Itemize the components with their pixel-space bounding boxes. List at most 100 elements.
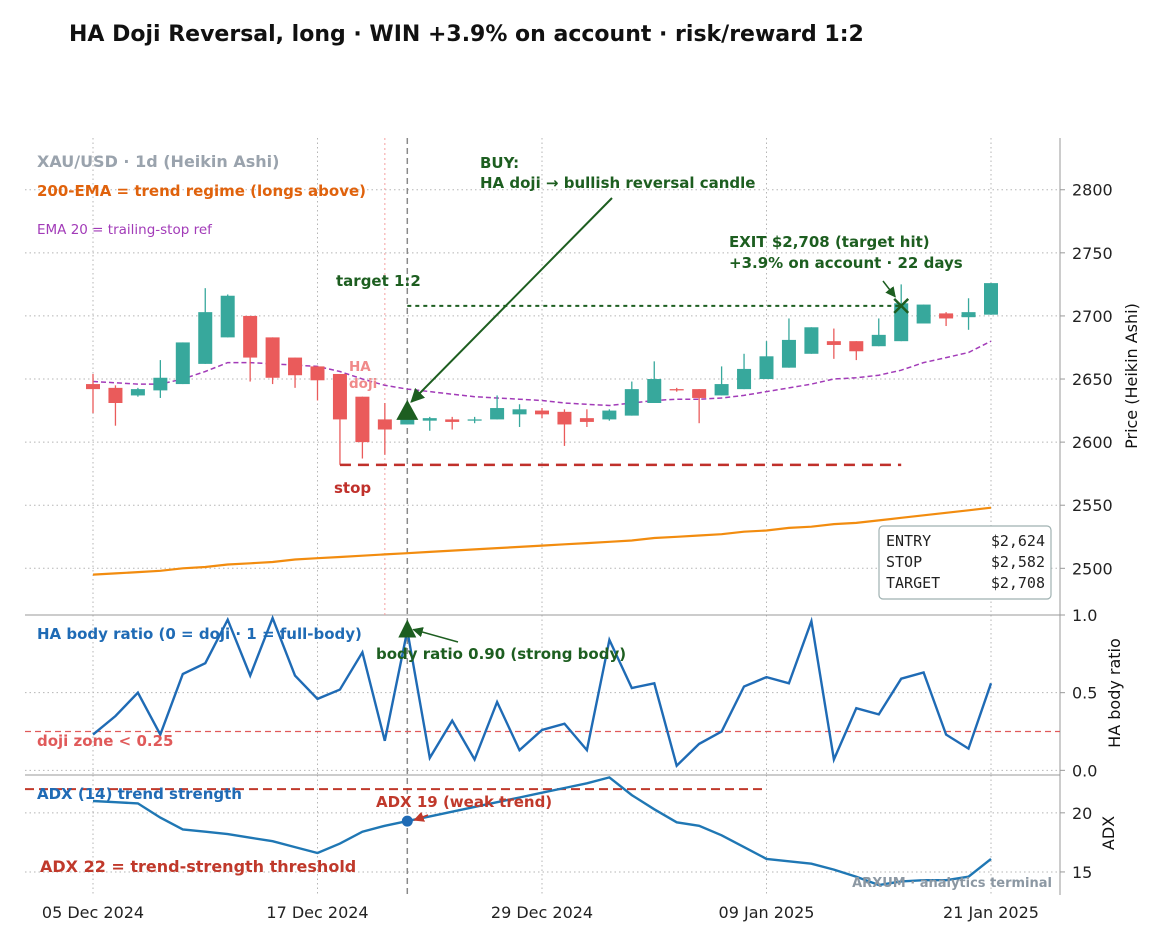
panel-title: HA body ratio (0 = doji · 1 = full-body) — [37, 625, 362, 643]
panel-label: XAU/USD · 1d (Heikin Ashi) — [37, 152, 279, 171]
candle-body — [130, 389, 145, 396]
y-axis-label: ADX — [1099, 816, 1118, 850]
y-tick-label: 15 — [1072, 863, 1092, 882]
annotation-arrow — [882, 280, 896, 298]
y-axis-label: HA body ratio — [1105, 638, 1124, 748]
x-tick-label: 09 Jan 2025 — [719, 903, 815, 922]
candle-body — [198, 312, 213, 364]
panel-title: ADX (14) trend strength — [37, 785, 242, 803]
annotation: doji — [349, 376, 377, 392]
y-tick-label: 0.0 — [1072, 761, 1097, 780]
annotation: body ratio 0.90 (strong body) — [376, 645, 626, 663]
candle-body — [422, 418, 437, 421]
candle-body — [153, 377, 168, 391]
y-tick-label: 2650 — [1072, 370, 1113, 389]
level-name: ENTRY — [886, 532, 931, 550]
candle-body — [400, 418, 415, 425]
annotation: +3.9% on account · 22 days — [729, 254, 963, 272]
annotation: target 1:2 — [336, 272, 421, 290]
candle-body — [108, 387, 123, 403]
candle-body — [602, 410, 617, 420]
level-name: TARGET — [886, 574, 940, 592]
signal-marker — [398, 619, 417, 638]
candle-body — [332, 373, 347, 420]
candle-body — [894, 303, 909, 342]
candle-body — [624, 389, 639, 416]
levels-box — [878, 525, 1052, 600]
level-value: $2,582 — [991, 553, 1045, 571]
legend-entry: 200-EMA = trend regime (longs above) — [37, 182, 366, 200]
candle-body — [220, 295, 235, 338]
candle-body — [737, 368, 752, 390]
candle-body — [355, 396, 370, 443]
x-tick-label: 29 Dec 2024 — [491, 903, 593, 922]
x-tick-label: 05 Dec 2024 — [42, 903, 144, 922]
signal-marker — [401, 815, 413, 827]
candle-body — [535, 410, 549, 415]
y-tick-label: 0.5 — [1072, 684, 1097, 703]
candle-body — [669, 389, 684, 391]
candle-body — [579, 418, 594, 422]
annotation: HA doji → bullish reversal candle — [480, 174, 755, 192]
annotation: stop — [334, 479, 371, 497]
annotation-arrow — [410, 197, 613, 403]
candle-body — [265, 337, 280, 378]
candle-body — [86, 384, 100, 390]
ema-line — [92, 506, 992, 576]
candle-body — [939, 313, 954, 319]
level-name: STOP — [886, 553, 922, 571]
y-axis-label: Price (Heikin Ashi) — [1122, 303, 1141, 449]
annotation-arrow — [412, 627, 459, 643]
threshold-label: ADX 22 = trend-strength threshold — [40, 857, 356, 876]
candle-body — [243, 315, 258, 358]
candle-body — [804, 327, 819, 354]
candle-body — [467, 419, 482, 421]
indicator-line — [92, 614, 993, 768]
candle-body — [849, 341, 864, 352]
annotation: EXIT $2,708 (target hit) — [729, 233, 930, 251]
candle-body — [490, 408, 505, 420]
y-tick-label: 2700 — [1072, 307, 1113, 326]
indicator-line — [92, 776, 992, 887]
candle-body — [557, 411, 572, 425]
candle-body — [961, 312, 976, 318]
candle-body — [781, 339, 796, 368]
y-tick-label: 2550 — [1072, 496, 1113, 515]
candle-body — [916, 304, 931, 324]
y-tick-label: 1.0 — [1072, 606, 1097, 625]
y-tick-label: 20 — [1072, 804, 1092, 823]
level-value: $2,708 — [991, 574, 1045, 592]
threshold-label: doji zone < 0.25 — [37, 732, 173, 750]
entry-marker — [396, 399, 419, 420]
candle-body — [175, 342, 190, 385]
y-tick-label: 2800 — [1072, 181, 1113, 200]
y-tick-label: 2500 — [1072, 559, 1113, 578]
candle-body — [871, 334, 886, 347]
candle-body — [692, 389, 707, 398]
candle-body — [984, 283, 998, 315]
candle-body — [512, 409, 527, 415]
candle-body — [647, 379, 662, 403]
annotation: HA — [349, 359, 371, 375]
x-tick-label: 17 Dec 2024 — [266, 903, 368, 922]
y-tick-label: 2750 — [1072, 244, 1113, 263]
annotation: BUY: — [480, 154, 519, 172]
candle-body — [445, 419, 460, 422]
candle-body — [759, 356, 774, 380]
candle-body — [714, 384, 729, 396]
candle-body — [288, 357, 303, 376]
level-value: $2,624 — [991, 532, 1045, 550]
candle-body — [377, 419, 392, 430]
candle-body — [310, 366, 325, 381]
chart-title: HA Doji Reversal, long · WIN +3.9% on ac… — [69, 22, 864, 47]
ema-line — [92, 340, 992, 407]
annotation-arrow — [413, 811, 429, 822]
candle-body — [826, 341, 841, 345]
y-tick-label: 2600 — [1072, 433, 1113, 452]
watermark: ARXUM · analytics terminal — [852, 876, 1052, 891]
exit-marker — [893, 297, 910, 314]
x-tick-label: 21 Jan 2025 — [943, 903, 1039, 922]
annotation: ADX 19 (weak trend) — [376, 793, 552, 811]
